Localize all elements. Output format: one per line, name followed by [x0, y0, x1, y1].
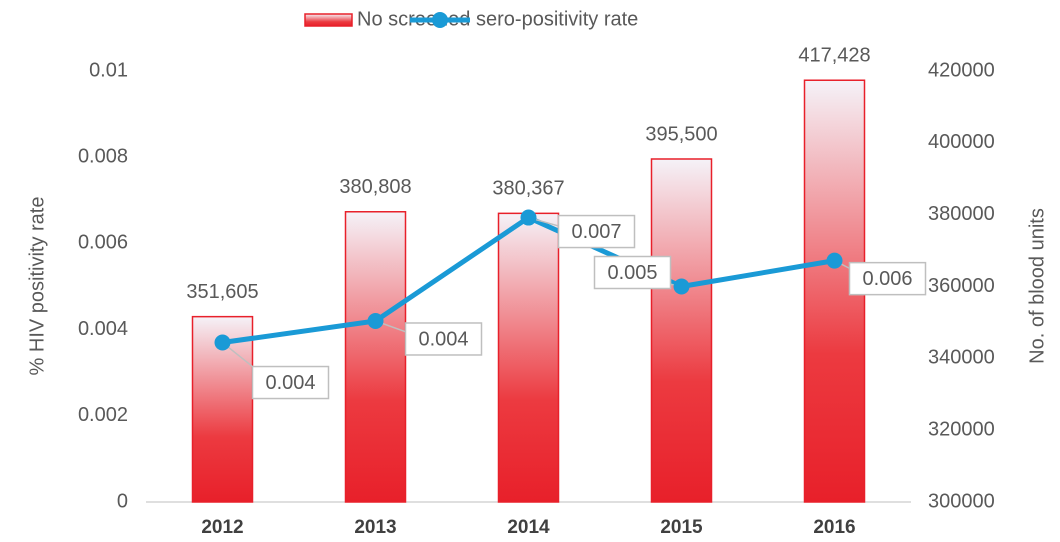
line-value-label: 0.006: [862, 268, 912, 290]
bar-value-label: 417,428: [798, 45, 870, 67]
line-point: [673, 278, 690, 295]
label-box: [251, 365, 330, 400]
x-tick-label: 2015: [660, 517, 703, 538]
y-tick-label: 0.006: [78, 232, 128, 254]
legend-label: sero-positivity rate: [476, 8, 638, 30]
y-tick-label: 0.008: [78, 145, 128, 167]
y2-axis-title: No. of blood units: [1026, 208, 1048, 364]
y2-tick-label: 360000: [928, 275, 995, 297]
bar-value-label: 351,605: [186, 281, 258, 303]
x-tick-label: 2014: [507, 517, 550, 538]
bar-value-label: 380,808: [339, 176, 411, 198]
line-point: [826, 252, 843, 269]
legend-swatch: [304, 13, 353, 27]
y2-tick-label: 400000: [928, 131, 995, 153]
line-point: [214, 334, 231, 351]
bar: [650, 158, 713, 503]
legend-marker: [432, 12, 448, 28]
x-tick-label: 2016: [813, 517, 855, 538]
line-value-label: 0.004: [265, 372, 315, 394]
y-tick-label: 0.004: [78, 318, 128, 340]
bar: [344, 211, 407, 503]
label-box: [848, 261, 927, 296]
bar-value-label: 395,500: [645, 123, 717, 145]
y-tick-label: 0.01: [89, 59, 128, 81]
bar-value-label: 380,367: [492, 178, 564, 200]
line-value-label: 0.007: [571, 221, 621, 243]
label-box: [404, 322, 483, 356]
bar: [497, 212, 560, 503]
y2-tick-label: 300000: [928, 490, 995, 512]
y-tick-label: 0.002: [78, 404, 128, 426]
y2-tick-label: 340000: [928, 347, 995, 369]
y2-tick-label: 420000: [928, 59, 995, 81]
label-box: [593, 255, 672, 290]
y-axis-title: % HIV positivity rate: [26, 197, 48, 376]
line-point: [367, 312, 384, 329]
x-tick-label: 2013: [354, 517, 396, 538]
label-box: [557, 214, 636, 249]
x-tick-label: 2012: [201, 517, 243, 538]
y2-tick-label: 320000: [928, 418, 995, 440]
y2-tick-label: 380000: [928, 203, 995, 225]
line-point: [520, 209, 537, 226]
line-value-label: 0.004: [418, 328, 468, 350]
y-tick-label: 0: [117, 490, 128, 512]
line-value-label: 0.005: [607, 262, 657, 284]
